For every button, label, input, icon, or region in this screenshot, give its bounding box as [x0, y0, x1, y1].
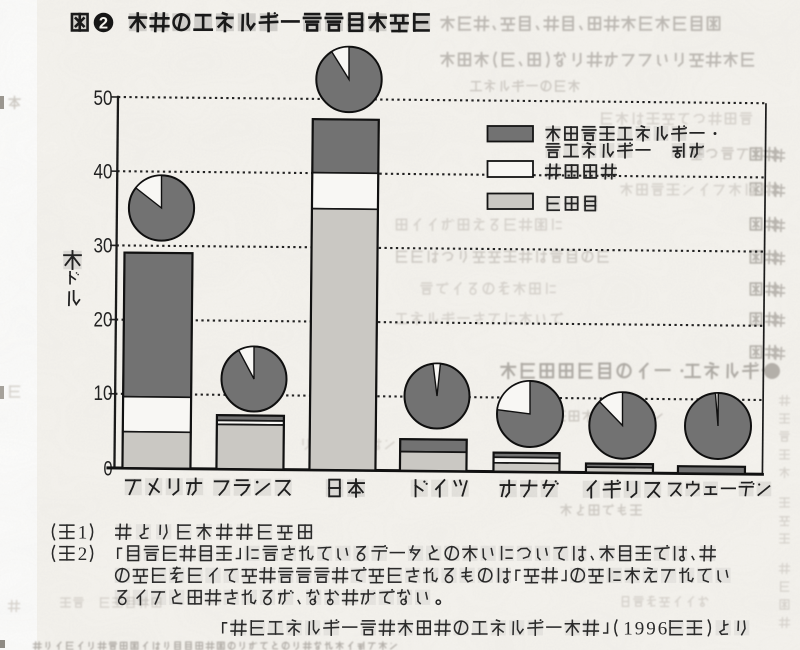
svg-text:1: 1	[623, 619, 633, 640]
svg-text:20: 20	[94, 308, 113, 331]
svg-text:9: 9	[646, 619, 656, 640]
svg-text:30: 30	[94, 235, 113, 258]
svg-text:50: 50	[94, 87, 113, 110]
svg-text:10: 10	[94, 382, 113, 405]
svg-text:2: 2	[78, 544, 88, 565]
svg-text:6: 6	[658, 619, 668, 640]
svg-text:1: 1	[78, 523, 88, 544]
svg-text:2: 2	[99, 14, 108, 32]
svg-text:40: 40	[94, 161, 113, 184]
svg-text:9: 9	[635, 619, 645, 640]
